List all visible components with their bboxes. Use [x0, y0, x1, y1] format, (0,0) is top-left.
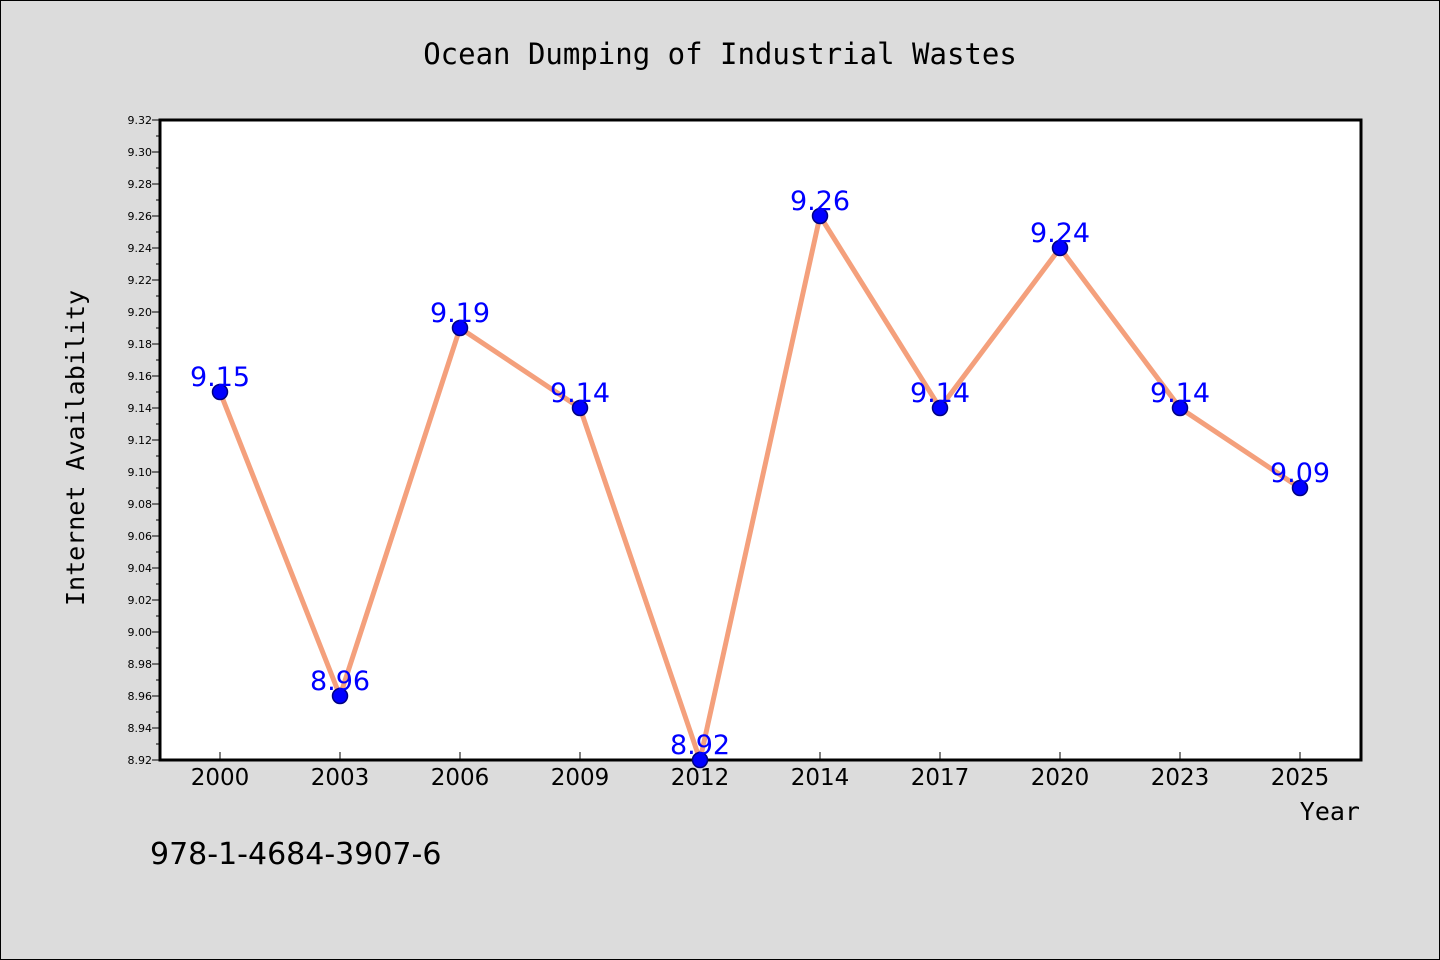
data-point-marker — [811, 207, 829, 225]
y-tick-label: 9.32 — [128, 114, 153, 127]
x-tick-label: 2023 — [1151, 765, 1210, 791]
x-axis-label: Year — [1300, 797, 1360, 826]
x-axis-ticks: 2000 2003 2006 2009 2012 2014 2017 2020 2023 2025 — [191, 752, 1330, 791]
x-tick-label: 2017 — [911, 765, 970, 791]
data-labels: 9.15 8.96 9.19 9.14 8.92 9.26 9.14 9.24 9.14 9.09 — [190, 186, 1330, 761]
data-value-label: 9.24 — [1030, 218, 1090, 249]
plot-area — [158, 118, 1363, 762]
x-tick-label: 2009 — [551, 765, 610, 791]
y-tick-label: 9.14 — [128, 402, 153, 415]
data-point-marker — [1291, 479, 1309, 497]
y-tick-label: 9.26 — [128, 210, 153, 223]
data-point-marker — [1171, 399, 1189, 417]
y-tick-label: 9.20 — [128, 306, 153, 319]
x-tick-label: 2020 — [1031, 765, 1090, 791]
y-tick-label: 8.98 — [128, 658, 153, 671]
data-point-marker — [691, 751, 709, 769]
y-tick-label: 8.96 — [128, 690, 153, 703]
data-value-label: 9.26 — [790, 186, 850, 217]
y-tick-label: 9.28 — [128, 178, 153, 191]
data-point-marker — [451, 319, 469, 337]
y-tick-label: 9.08 — [128, 498, 153, 511]
data-value-label: 9.19 — [430, 298, 490, 329]
series-line — [217, 213, 1302, 763]
y-tick-label: 9.18 — [128, 338, 153, 351]
y-tick-label: 8.94 — [128, 722, 153, 735]
y-tick-label: 9.10 — [128, 466, 153, 479]
y-axis-ticks: 8.92 8.94 8.96 8.98 9.00 9.02 9.04 9.06 9.08 9.10… — [128, 114, 160, 767]
x-tick-label: 2003 — [311, 765, 370, 791]
data-point-marker — [331, 687, 349, 705]
y-tick-label: 9.00 — [128, 626, 153, 639]
y-axis-label: Internet Availability — [61, 290, 90, 606]
x-tick-label: 2014 — [791, 765, 850, 791]
data-point-marker — [571, 399, 589, 417]
x-tick-label: 2025 — [1271, 765, 1330, 791]
data-value-label: 9.14 — [550, 378, 610, 409]
y-tick-label: 9.30 — [128, 146, 153, 159]
y-tick-label: 9.16 — [128, 370, 153, 383]
y-tick-label: 9.24 — [128, 242, 153, 255]
data-point-marker — [211, 383, 229, 401]
data-value-label: 9.14 — [910, 378, 970, 409]
y-tick-label: 9.12 — [128, 434, 153, 447]
chart-title: Ocean Dumping of Industrial Wastes — [423, 37, 1017, 71]
data-point-marker — [1051, 239, 1069, 257]
y-tick-label: 8.92 — [128, 754, 153, 767]
x-tick-label: 2006 — [431, 765, 490, 791]
data-value-label: 9.14 — [1150, 378, 1210, 409]
series-markers — [211, 207, 1309, 769]
y-tick-label: 9.02 — [128, 594, 153, 607]
y-tick-label: 9.06 — [128, 530, 153, 543]
data-value-label: 9.09 — [1270, 458, 1330, 489]
y-tick-label: 9.04 — [128, 562, 153, 575]
series-line-group — [217, 213, 1302, 763]
y-tick-label: 9.22 — [128, 274, 153, 287]
data-value-label: 9.15 — [190, 362, 250, 393]
data-point-marker — [931, 399, 949, 417]
x-tick-label: 2000 — [191, 765, 250, 791]
data-value-label: 8.92 — [670, 730, 730, 761]
data-value-label: 8.96 — [310, 666, 370, 697]
isbn-text: 978-1-4684-3907-6 — [150, 837, 441, 872]
x-tick-label: 2012 — [671, 765, 730, 791]
